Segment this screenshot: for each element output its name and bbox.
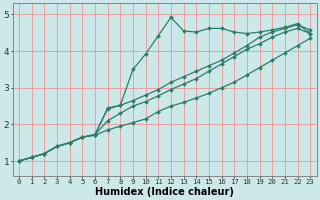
X-axis label: Humidex (Indice chaleur): Humidex (Indice chaleur) — [95, 187, 234, 197]
